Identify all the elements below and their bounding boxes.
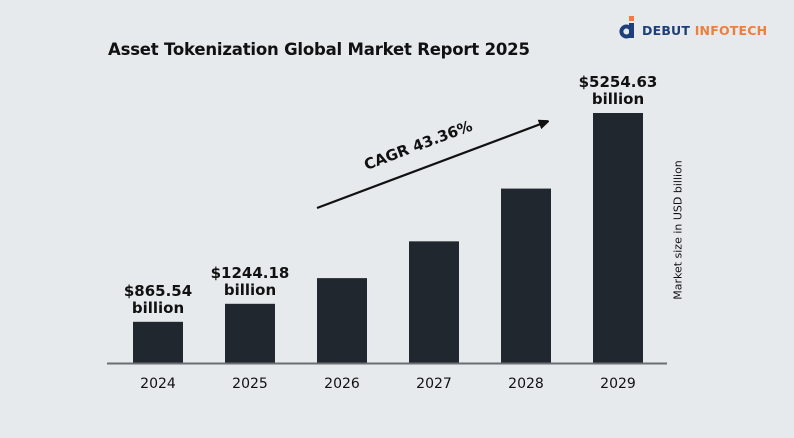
debut-infotech-logo-icon — [617, 16, 637, 44]
bar-2027 — [409, 241, 459, 363]
bar-2026 — [317, 278, 367, 363]
bar-2028 — [501, 188, 551, 363]
brand-name: DEBUT INFOTECH — [642, 22, 768, 38]
data-label: $865.54 — [124, 282, 192, 300]
cagr-arrow — [316, 122, 546, 210]
data-label: billion — [132, 299, 184, 317]
x-tick-label: 2027 — [416, 376, 452, 392]
data-label: $5254.63 — [579, 73, 658, 91]
bar-2025 — [225, 303, 275, 363]
cagr-label: CAGR 43.36% — [362, 117, 475, 174]
x-tick-label: 2026 — [324, 376, 360, 392]
chart-title: Asset Tokenization Global Market Report … — [108, 40, 530, 59]
x-tick-label: 2029 — [600, 376, 636, 392]
x-tick-label: 2025 — [232, 376, 268, 392]
data-label: billion — [224, 281, 276, 299]
data-label: billion — [592, 90, 644, 108]
bar-2024 — [133, 321, 183, 363]
brand-logo: DEBUT INFOTECH — [617, 16, 767, 44]
y-axis-label: Market size in USD billion — [671, 160, 685, 300]
x-tick-label: 2028 — [508, 376, 544, 392]
data-label: $1244.18 — [211, 264, 290, 282]
x-tick-label: 2024 — [140, 376, 176, 392]
bar-2029 — [593, 113, 643, 363]
